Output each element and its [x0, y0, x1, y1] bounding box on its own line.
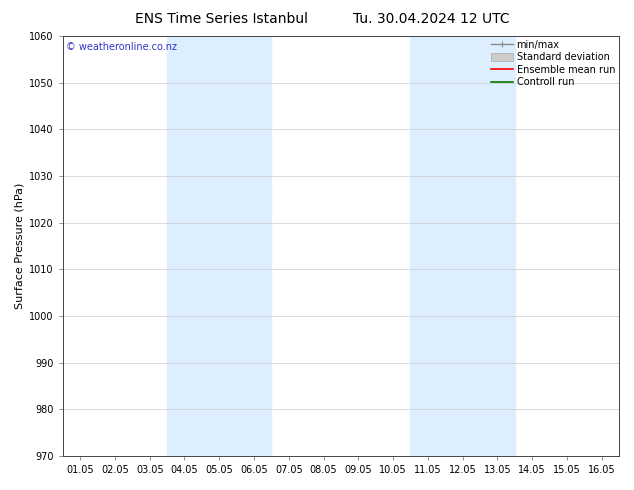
Legend: min/max, Standard deviation, Ensemble mean run, Controll run: min/max, Standard deviation, Ensemble me…: [489, 38, 617, 89]
Bar: [167, 36, 271, 456]
Text: Tu. 30.04.2024 12 UTC: Tu. 30.04.2024 12 UTC: [353, 12, 510, 26]
Text: © weatheronline.co.nz: © weatheronline.co.nz: [65, 43, 177, 52]
Y-axis label: Surface Pressure (hPa): Surface Pressure (hPa): [15, 183, 25, 309]
Text: ENS Time Series Istanbul: ENS Time Series Istanbul: [136, 12, 308, 26]
Bar: [410, 36, 515, 456]
